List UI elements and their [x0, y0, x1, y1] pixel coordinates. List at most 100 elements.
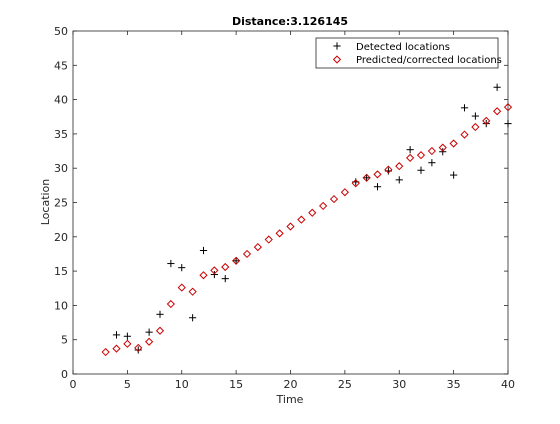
predicted-point — [384, 165, 393, 174]
predicted-point — [308, 208, 317, 217]
detected-point — [460, 104, 469, 112]
predicted-point — [101, 347, 110, 357]
predicted-point — [340, 188, 349, 197]
detected-point — [450, 171, 458, 179]
legend-box — [315, 37, 499, 69]
detected-point — [504, 120, 512, 128]
plot-area — [72, 30, 509, 375]
legend: Detected locations Predicted/corrected l… — [315, 37, 502, 69]
predicted-point — [329, 194, 339, 204]
data-marks — [101, 83, 513, 357]
y-tick-label: 15 — [54, 265, 68, 278]
legend-marker-predicted — [332, 55, 342, 64]
y-tick-label: 50 — [54, 25, 68, 38]
x-tick-label: 15 — [229, 378, 243, 391]
predicted-point — [177, 283, 186, 292]
x-tick-label: 40 — [501, 378, 515, 391]
predicted-point — [166, 299, 175, 309]
legend-label-detected: Detected locations — [356, 42, 450, 53]
y-tick-label: 0 — [61, 368, 68, 381]
y-tick-label: 20 — [54, 231, 68, 244]
y-tick-label: 45 — [54, 59, 68, 72]
detected-point — [123, 332, 131, 340]
y-tick-labels: 0 5 10 15 20 25 30 35 40 45 50 — [54, 25, 68, 381]
predicted-point — [373, 170, 382, 179]
predicted-point — [427, 146, 436, 156]
predicted-point — [112, 344, 121, 353]
predicted-point — [221, 262, 230, 272]
predicted-point — [406, 153, 415, 163]
y-tick-label: 25 — [54, 197, 68, 210]
y-tick-label: 35 — [54, 128, 68, 141]
x-tick-label: 30 — [392, 378, 406, 391]
axis-ticks — [72, 30, 509, 375]
predicted-point — [362, 173, 371, 182]
predicted-point — [493, 107, 502, 116]
detected-point — [493, 83, 501, 91]
detected-point — [232, 257, 240, 265]
predicted-point — [155, 326, 165, 335]
x-tick-label: 5 — [124, 378, 131, 391]
x-tick-label: 20 — [284, 378, 298, 391]
predicted-point — [395, 162, 404, 171]
detected-point — [145, 328, 153, 336]
y-tick-label: 10 — [54, 299, 68, 312]
predicted-point — [232, 256, 241, 265]
detected-point — [156, 310, 164, 318]
legend-marker-detected — [333, 42, 341, 50]
detected-point — [439, 148, 447, 156]
legend-plus-marker — [333, 42, 341, 50]
y-tick-label: 40 — [54, 94, 68, 107]
detected-point — [221, 275, 229, 283]
series-predicted — [101, 103, 513, 357]
predicted-point — [319, 201, 328, 211]
predicted-point — [449, 139, 458, 148]
predicted-point — [297, 215, 306, 224]
detected-point — [199, 246, 208, 255]
y-tick-label: 30 — [54, 162, 68, 175]
y-tick-label: 5 — [61, 334, 68, 347]
predicted-point — [416, 151, 426, 160]
x-tick-label: 25 — [338, 378, 352, 391]
predicted-point — [210, 266, 219, 275]
predicted-point — [286, 222, 295, 231]
predicted-point — [145, 337, 154, 346]
predicted-point — [471, 122, 480, 132]
predicted-point — [253, 242, 262, 252]
detected-point — [395, 176, 403, 184]
detected-point — [178, 264, 186, 272]
detected-point — [167, 259, 175, 268]
predicted-point — [503, 103, 513, 112]
predicted-point — [351, 179, 360, 188]
y-axis-title: Location — [39, 179, 52, 226]
x-axis-title: Time — [276, 393, 304, 406]
legend-diamond-marker — [332, 55, 342, 64]
chart-title: Distance:3.126145 — [232, 15, 348, 28]
predicted-point — [264, 235, 273, 244]
detected-point — [134, 346, 142, 354]
detected-point — [471, 112, 479, 120]
detected-point — [417, 166, 425, 174]
x-tick-label: 35 — [447, 378, 461, 391]
x-tick-labels: 0 5 10 15 20 25 30 35 40 — [70, 378, 516, 391]
detected-point — [363, 174, 371, 182]
detected-point — [210, 270, 218, 279]
predicted-point — [460, 130, 469, 139]
predicted-point — [438, 143, 447, 152]
predicted-point — [242, 249, 252, 259]
detected-point — [428, 159, 436, 167]
predicted-point — [123, 339, 132, 348]
legend-label-predicted: Predicted/corrected locations — [356, 55, 502, 66]
predicted-point — [275, 229, 284, 238]
detected-point — [373, 183, 382, 191]
x-tick-label: 0 — [70, 378, 77, 391]
predicted-point — [482, 116, 491, 125]
detected-point — [112, 331, 121, 339]
predicted-point — [188, 287, 197, 296]
detected-point — [189, 314, 197, 322]
predicted-point — [134, 343, 143, 353]
detected-point — [406, 146, 414, 154]
predicted-point — [199, 271, 208, 280]
